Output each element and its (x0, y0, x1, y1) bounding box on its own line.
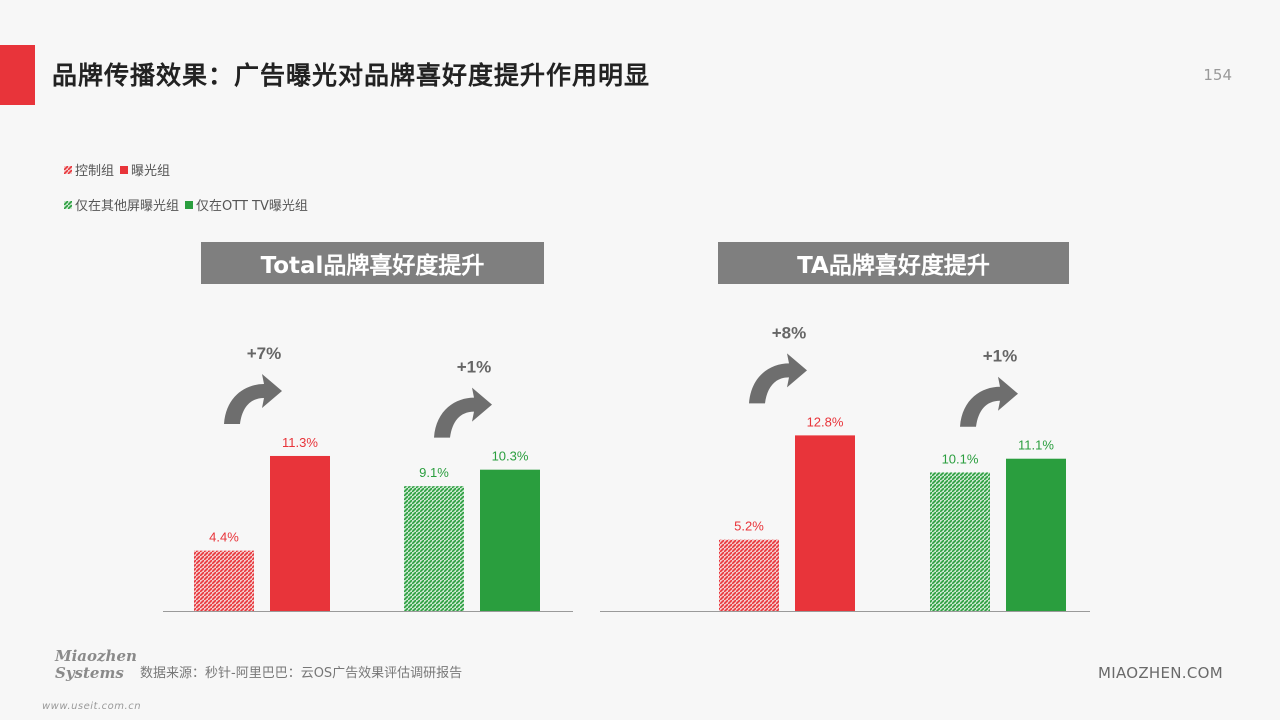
legend-swatch-exposed (120, 165, 129, 174)
lift-label: +7% (247, 344, 282, 363)
legend-swatch-control (64, 165, 72, 174)
bar (1006, 458, 1066, 611)
title-accent-bar (0, 45, 35, 105)
legend-row-2: 仅在其他屏曝光组 仅在OTT TV曝光组 (64, 195, 314, 214)
page-title: 品牌传播效果：广告曝光对品牌喜好度提升作用明显 (52, 61, 651, 90)
bar-value-label: 5.2% (734, 519, 764, 534)
bar (270, 455, 330, 611)
legend-label-other-screen: 仅在其他屏曝光组 (75, 199, 180, 214)
bar (930, 472, 990, 611)
data-source: 数据来源：秒针-阿里巴巴：云OS广告效果评估调研报告 (140, 666, 463, 681)
bar-value-label: 9.1% (419, 465, 449, 480)
watermark: www.useit.com.cn (42, 701, 142, 712)
legend-item-ott-only: 仅在OTT TV曝光组 (185, 195, 308, 214)
bar-value-label: 10.1% (942, 451, 979, 466)
legend-label-exposed: 曝光组 (131, 164, 171, 179)
miaozhen-logo: Miaozhen Systems (55, 647, 137, 682)
lift-arrow-icon (749, 353, 807, 404)
bar-value-label: 11.3% (282, 435, 318, 450)
lift-arrow-icon (434, 387, 492, 438)
legend-item-other-screen: 仅在其他屏曝光组 (64, 195, 179, 214)
bar (404, 486, 464, 611)
lift-arrow-icon (224, 373, 282, 424)
lift-label: +1% (983, 347, 1018, 366)
legend-swatch-ott-only (185, 200, 194, 209)
legend-swatch-other-screen (64, 200, 72, 209)
legend-label-ott-only: 仅在OTT TV曝光组 (196, 199, 308, 214)
bar (719, 539, 779, 611)
chart-title-total: Total品牌喜好度提升 (201, 242, 544, 284)
legend-item-control: 控制组 (64, 160, 114, 179)
bar (795, 435, 855, 611)
bar-value-label: 11.1% (1018, 438, 1054, 453)
lift-label: +8% (772, 323, 807, 342)
bar-value-label: 4.4% (209, 530, 239, 545)
bar (194, 550, 254, 611)
legend-label-control: 控制组 (75, 164, 115, 179)
chart-title-ta: TA品牌喜好度提升 (718, 242, 1069, 284)
page-number: 154 (1203, 66, 1232, 84)
site-url: MIAOZHEN.COM (1097, 664, 1223, 682)
bar (480, 469, 540, 611)
bar-value-label: 10.3% (492, 449, 529, 464)
lift-arrow-icon (960, 376, 1018, 427)
lift-label: +1% (457, 358, 492, 377)
bar-value-label: 12.8% (807, 414, 844, 429)
legend-row-1: 控制组 曝光组 (64, 160, 176, 179)
legend-item-exposed: 曝光组 (120, 160, 170, 179)
